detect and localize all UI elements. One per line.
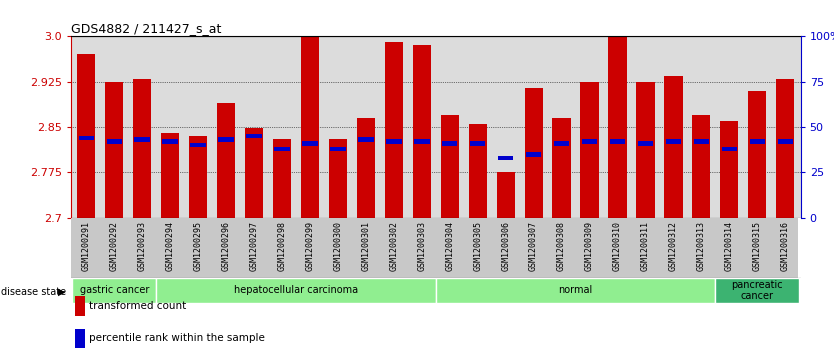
Text: GSM1200299: GSM1200299 [305, 221, 314, 271]
FancyBboxPatch shape [435, 278, 716, 303]
Bar [498, 156, 514, 160]
Bar [246, 134, 262, 138]
Bar [78, 136, 94, 140]
Bar [134, 138, 150, 142]
Bar [694, 139, 709, 144]
Bar [107, 139, 122, 144]
Bar [358, 138, 374, 142]
FancyBboxPatch shape [73, 278, 156, 303]
Text: GSM1200293: GSM1200293 [138, 221, 147, 271]
Text: GSM1200292: GSM1200292 [110, 221, 118, 271]
Bar [161, 133, 179, 218]
Bar [386, 139, 401, 144]
Bar [666, 139, 681, 144]
Bar [692, 115, 711, 218]
Bar [721, 147, 737, 151]
Text: percentile rank within the sample: percentile rank within the sample [89, 334, 265, 343]
Bar [302, 141, 318, 146]
Text: GSM1200315: GSM1200315 [753, 221, 761, 271]
Bar [636, 82, 655, 218]
Bar [274, 147, 289, 151]
Bar [329, 139, 347, 218]
Text: normal: normal [559, 285, 593, 295]
Bar [245, 128, 263, 218]
Bar [78, 54, 95, 218]
Text: GSM1200291: GSM1200291 [82, 221, 91, 271]
Bar [357, 118, 375, 218]
Text: pancreatic
cancer: pancreatic cancer [731, 280, 783, 301]
FancyBboxPatch shape [156, 278, 435, 303]
Text: GSM1200312: GSM1200312 [669, 221, 678, 271]
Text: GSM1200308: GSM1200308 [557, 221, 566, 271]
Bar [469, 124, 487, 218]
Bar [582, 139, 597, 144]
Text: GSM1200306: GSM1200306 [501, 221, 510, 271]
Text: GSM1200301: GSM1200301 [361, 221, 370, 271]
Bar [413, 45, 431, 218]
Bar [414, 139, 430, 144]
Bar [440, 115, 459, 218]
Bar [105, 82, 123, 218]
Text: disease state: disease state [1, 287, 66, 297]
Bar [554, 141, 570, 146]
Bar [301, 36, 319, 218]
Bar [610, 139, 626, 144]
FancyBboxPatch shape [716, 278, 799, 303]
Bar [273, 139, 291, 218]
Text: GSM1200316: GSM1200316 [781, 221, 790, 271]
Bar [133, 79, 151, 218]
Bar [330, 147, 345, 151]
Text: GSM1200303: GSM1200303 [417, 221, 426, 271]
Bar [776, 79, 794, 218]
Bar [580, 82, 599, 218]
Bar [750, 139, 765, 144]
Text: GSM1200309: GSM1200309 [585, 221, 594, 271]
Text: hepatocellular carcinoma: hepatocellular carcinoma [234, 285, 358, 295]
Text: gastric cancer: gastric cancer [79, 285, 149, 295]
Bar [526, 152, 541, 156]
Bar [777, 139, 793, 144]
Bar [163, 139, 178, 144]
Text: GSM1200304: GSM1200304 [445, 221, 455, 271]
Text: transformed count: transformed count [89, 301, 187, 311]
Text: GSM1200310: GSM1200310 [613, 221, 622, 271]
Text: GSM1200311: GSM1200311 [641, 221, 650, 271]
Text: GSM1200313: GSM1200313 [697, 221, 706, 271]
Text: GSM1200298: GSM1200298 [278, 221, 287, 271]
Text: GSM1200300: GSM1200300 [334, 221, 343, 271]
Bar [638, 141, 653, 146]
Text: GSM1200314: GSM1200314 [725, 221, 734, 271]
Bar [190, 143, 206, 147]
Bar [525, 88, 543, 218]
Bar [470, 141, 485, 146]
Text: GSM1200302: GSM1200302 [389, 221, 399, 271]
Text: GSM1200296: GSM1200296 [222, 221, 230, 271]
Text: GSM1200305: GSM1200305 [473, 221, 482, 271]
Bar [721, 121, 738, 218]
Bar [217, 103, 235, 218]
Bar [384, 42, 403, 218]
Bar [442, 141, 458, 146]
Bar [496, 172, 515, 218]
Text: GSM1200294: GSM1200294 [166, 221, 174, 271]
Bar [665, 76, 682, 218]
Bar [552, 118, 570, 218]
Text: ▶: ▶ [58, 287, 66, 297]
Bar [189, 136, 207, 218]
Bar [609, 36, 626, 218]
Text: GSM1200307: GSM1200307 [529, 221, 538, 271]
Text: GSM1200295: GSM1200295 [193, 221, 203, 271]
Bar [219, 138, 234, 142]
Bar [748, 91, 766, 218]
Text: GSM1200297: GSM1200297 [249, 221, 259, 271]
Text: GDS4882 / 211427_s_at: GDS4882 / 211427_s_at [71, 22, 221, 35]
